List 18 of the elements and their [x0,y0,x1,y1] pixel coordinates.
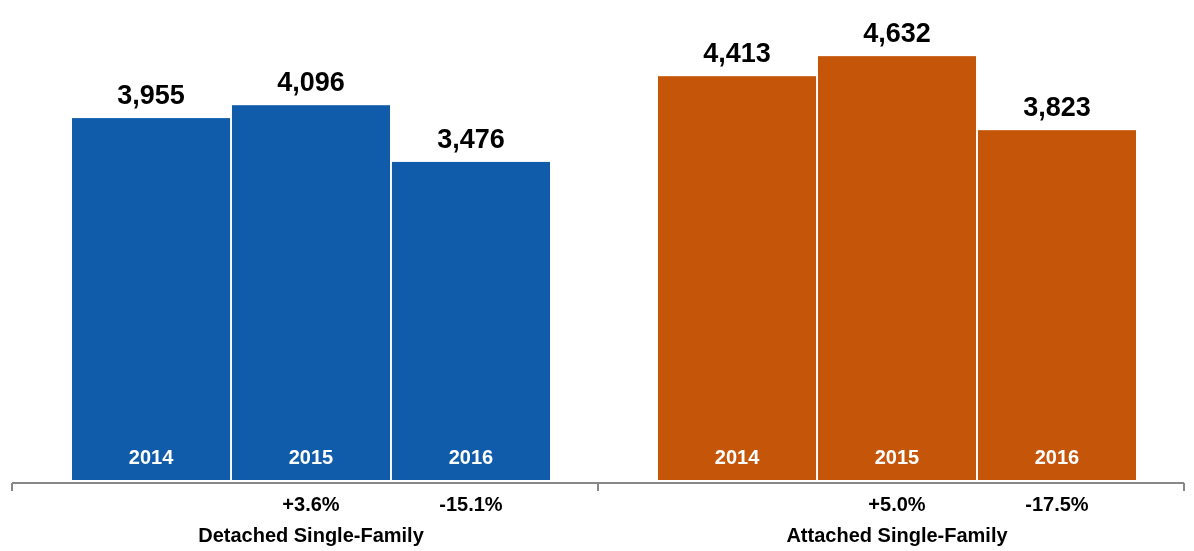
text: -15.1% [439,493,503,515]
data-label: 4,413 [703,38,771,69]
x-axis-title: Detached Single-Family [198,524,425,546]
x-tick-label: 2016 [1034,446,1080,468]
x-tick-label: 2015 [288,446,334,468]
x-axis-title: Attached Single-Family [786,524,1009,546]
text: +5.0% [868,493,926,515]
data-label: 4,096 [277,67,345,98]
text: +3.6% [282,493,340,515]
data-label: 3,955 [117,80,185,111]
x-tick-label: 2016 [448,446,494,468]
x-tick-label: 2014 [714,446,761,468]
x-tick-label: 2014 [128,446,175,468]
x-tick-label: 2015 [874,446,920,468]
data-label: 3,476 [437,123,505,154]
data-label: 3,823 [1023,92,1091,123]
data-label: 4,632 [863,18,931,49]
text: -17.5% [1025,493,1089,515]
